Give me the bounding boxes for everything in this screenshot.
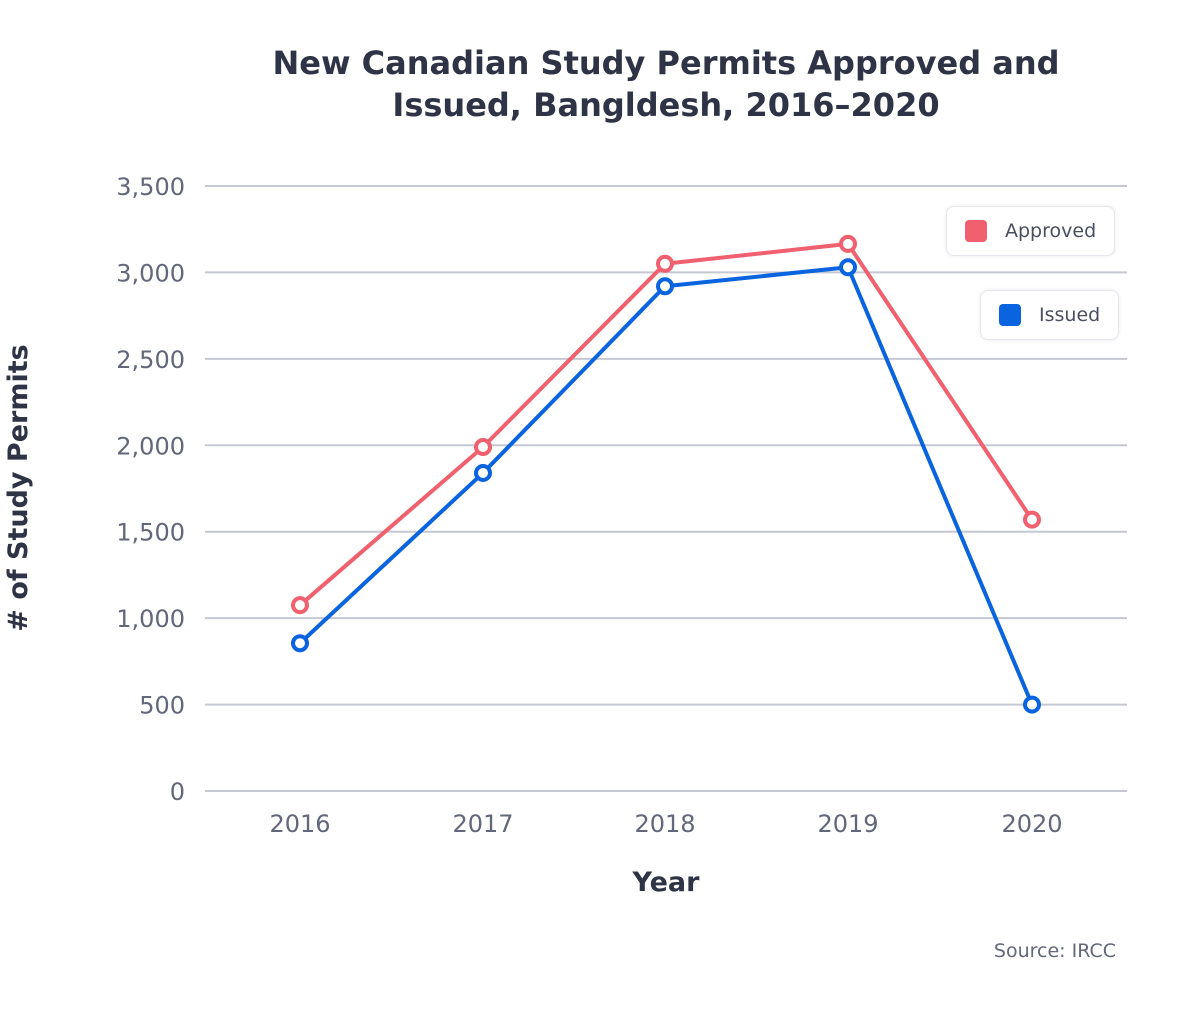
data-point-issued [474, 463, 492, 482]
y-tick-label: 2,500 [116, 346, 185, 374]
x-tick-label: 2019 [817, 810, 878, 838]
x-tick-label: 2018 [634, 810, 695, 838]
data-point-issued [656, 277, 674, 296]
source-note: Source: IRCC [993, 940, 1116, 962]
chart-title: New Canadian Study Permits Approved and … [272, 44, 1060, 124]
x-tick-label: 2017 [452, 810, 513, 838]
issued-swatch [999, 304, 1021, 326]
data-point-issued [1023, 695, 1041, 714]
legend-approved-label: Approved [1005, 220, 1097, 242]
x-axis-label: Year [632, 867, 701, 898]
y-tick-label: 3,000 [116, 259, 185, 287]
data-point-approved [656, 254, 674, 273]
data-point-approved [839, 234, 857, 253]
y-tick-label: 1,000 [116, 605, 185, 633]
y-tick-label: 500 [139, 692, 185, 720]
legend-approved: Approved [946, 206, 1116, 256]
legend-issued-label: Issued [1039, 304, 1101, 326]
data-point-approved [291, 596, 309, 615]
y-tick-label: 1,500 [116, 519, 185, 547]
y-axis-label: # of Study Permits [3, 344, 34, 631]
series-line-issued [298, 265, 1034, 706]
approved-swatch [965, 220, 987, 242]
data-point-approved [1023, 510, 1041, 529]
data-point-issued [839, 258, 857, 277]
series-line-approved [298, 241, 1034, 607]
legend-issued: Issued [980, 290, 1120, 340]
y-tick-label: 0 [170, 778, 185, 806]
y-tick-label: 3,500 [116, 173, 185, 201]
x-tick-label: 2016 [269, 810, 330, 838]
x-tick-label: 2020 [1001, 810, 1062, 838]
data-point-approved [474, 438, 492, 457]
y-tick-label: 2,000 [116, 432, 185, 460]
data-point-issued [291, 634, 309, 653]
